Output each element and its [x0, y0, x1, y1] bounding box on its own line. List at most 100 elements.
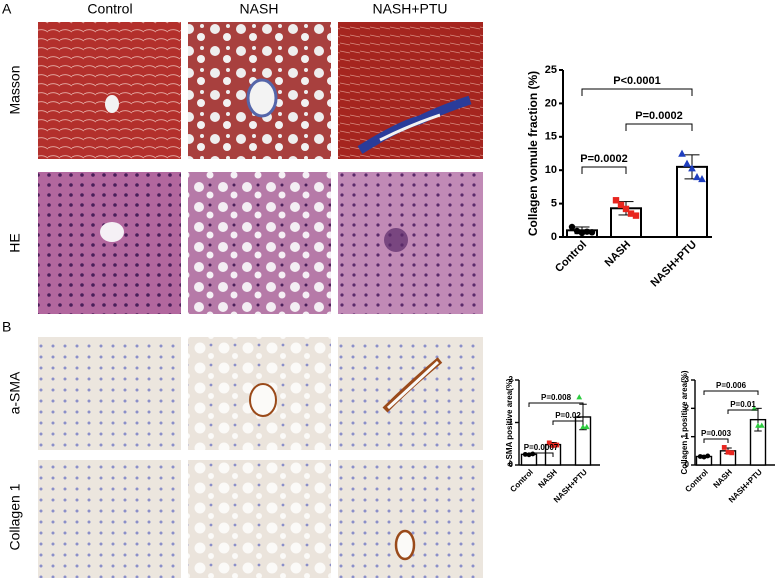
data-point	[622, 205, 630, 213]
data-point	[758, 422, 765, 428]
data-point	[632, 212, 640, 219]
y-axis-label: a-SMA positive area(%)	[505, 378, 514, 467]
data-point	[573, 227, 581, 235]
y-tick-label: 0	[685, 460, 690, 469]
data-point	[580, 423, 586, 430]
p-value: P=0.008	[541, 393, 572, 402]
micrograph	[38, 337, 181, 450]
data-point	[583, 423, 590, 430]
y-tick-label: 10	[545, 164, 557, 176]
data-point	[698, 175, 706, 183]
y-tick-label: 15	[545, 131, 557, 143]
data-point	[697, 454, 703, 459]
data-point	[705, 453, 711, 459]
fibrosis	[357, 95, 472, 154]
significance-bracket	[581, 88, 693, 96]
micrograph	[188, 460, 331, 578]
micrographs	[38, 22, 483, 578]
significance-bracket	[703, 390, 759, 395]
y-tick-label: 0	[551, 231, 557, 243]
y-tick-label: 5	[551, 198, 557, 210]
significance-bracket	[528, 402, 584, 407]
panel-label: B	[2, 319, 11, 335]
p-value: P=0.0007	[524, 443, 559, 452]
data-point	[522, 451, 528, 457]
micrograph	[338, 172, 483, 314]
y-axis-label: Collagen 1 positive area(%)	[680, 370, 689, 474]
y-tick-label: 2	[685, 403, 690, 412]
micrograph	[38, 460, 181, 578]
vessel	[100, 222, 124, 242]
data-point	[688, 164, 696, 172]
data-point	[578, 229, 586, 237]
data-point	[612, 197, 620, 204]
p-value: P=0.006	[716, 381, 747, 390]
y-tick-label: 3	[685, 375, 690, 384]
significance-bracket	[552, 420, 584, 425]
data-point	[588, 229, 596, 236]
micrograph	[188, 172, 331, 314]
row-label: HE	[7, 233, 23, 252]
p-value: P=0.0002	[635, 110, 682, 122]
data-point	[576, 394, 583, 400]
x-tick-label: NASH	[712, 467, 735, 490]
y-tick-label: 0	[509, 460, 514, 469]
significance-bracket	[528, 452, 554, 457]
data-point	[554, 442, 560, 448]
p-value: P=0.01	[730, 400, 756, 409]
data-point	[678, 149, 686, 157]
data-point	[751, 405, 758, 411]
data-point	[755, 422, 761, 428]
significance-bracket	[625, 123, 693, 131]
vessel	[249, 383, 277, 417]
y-tick-label: 2	[509, 375, 514, 384]
significance-bracket	[727, 409, 759, 414]
column-header: NASH+PTU	[372, 1, 447, 17]
vessel	[105, 95, 119, 113]
data-point	[617, 201, 625, 209]
vessel	[379, 113, 441, 142]
data-point	[530, 451, 536, 457]
data-point	[721, 445, 727, 450]
data-point	[725, 449, 731, 455]
p-value: P=0.02	[555, 411, 581, 420]
vessel	[246, 78, 278, 118]
infiltrate	[384, 228, 408, 252]
x-tick-label: NASH	[537, 467, 560, 490]
y-tick-label: 1	[685, 432, 690, 441]
p-value: P<0.0001	[613, 75, 660, 87]
data-point	[568, 223, 576, 231]
x-tick-label: Control	[553, 239, 589, 275]
x-tick-label: NASH	[603, 239, 634, 270]
data-point	[550, 443, 556, 448]
panel-label: A	[2, 1, 12, 17]
vessel	[386, 360, 440, 410]
row-label: Masson	[7, 65, 23, 114]
p-value: P=0.003	[701, 429, 732, 438]
micrograph	[338, 337, 483, 450]
data-point	[627, 210, 635, 217]
column-header: NASH	[240, 1, 279, 17]
data-point	[729, 450, 735, 456]
micrograph	[338, 460, 483, 578]
data-point	[701, 454, 707, 460]
data-point	[546, 440, 552, 446]
y-tick-label: 25	[545, 64, 557, 76]
row-label: a-SMA	[7, 371, 23, 414]
row-label: Collagen 1	[7, 483, 23, 550]
column-header: Control	[87, 1, 132, 17]
y-axis-label: Collagen vomule fraction (%)	[526, 71, 540, 236]
vessel	[394, 529, 416, 561]
y-tick-label: 1	[509, 418, 514, 427]
data-point	[583, 228, 591, 235]
x-tick-label: NASH+PTU	[649, 239, 700, 290]
micrograph	[38, 22, 181, 159]
significance-bracket	[703, 438, 729, 443]
micrograph	[338, 22, 483, 159]
micrograph	[38, 172, 181, 314]
significance-bracket	[581, 166, 627, 174]
p-value: P=0.0002	[580, 153, 627, 165]
y-tick-label: 20	[545, 97, 557, 109]
data-point	[683, 159, 691, 167]
